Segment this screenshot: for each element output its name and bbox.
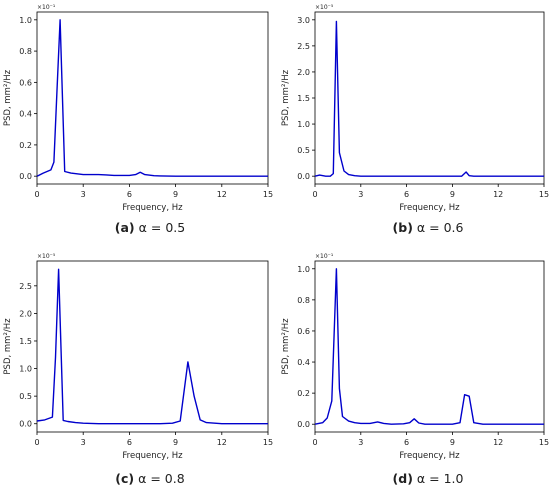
y-tick-label: 1.0	[297, 265, 310, 274]
psd-line	[314, 268, 544, 425]
caption-label: (a)	[115, 220, 135, 235]
x-tick-label: 12	[493, 190, 503, 199]
x-tick-label: 0	[34, 438, 39, 447]
caption-text: α = 0.6	[417, 220, 464, 235]
y-tick-label: 1.5	[297, 94, 310, 103]
y-tick-label: 0.8	[297, 296, 310, 305]
x-tick-label: 9	[173, 190, 178, 199]
x-tick-label: 12	[217, 438, 227, 447]
chart-panel: 0 3 6 9 12 15 0.0 0.2 0.4 0.6 0.8 1.0 ×10⁻¹ Frequency…	[281, 253, 549, 486]
x-tick-label: 3	[358, 438, 363, 447]
plot-frame	[314, 11, 545, 185]
caption-text: α = 1.0	[417, 471, 464, 486]
psd-line	[36, 268, 268, 425]
y-tick-label: 1.0	[19, 365, 32, 374]
x-tick-label: 15	[263, 190, 273, 199]
y-axis-label: PSD, mm²/Hz	[281, 318, 291, 375]
caption-label: (c)	[115, 471, 134, 486]
plot-frame	[314, 260, 545, 433]
panel-caption: (d) α = 1.0	[393, 471, 464, 486]
y-tick-label: 0.6	[297, 327, 310, 336]
x-tick-label: 6	[404, 190, 409, 199]
axis-scale-note: ×10⁻¹	[37, 4, 56, 11]
y-tick-label: 0.2	[297, 389, 310, 398]
x-tick-label: 9	[450, 190, 455, 199]
y-tick-label: 0.0	[297, 172, 310, 181]
y-tick-label: 1.0	[19, 16, 32, 25]
x-tick-label: 9	[173, 438, 178, 447]
psd-line	[36, 19, 268, 177]
y-tick-label: 0.5	[297, 146, 310, 155]
x-tick-label: 15	[539, 438, 549, 447]
y-tick-label: 0.4	[19, 110, 32, 119]
panel-caption: (c) α = 0.8	[115, 471, 184, 486]
plot-frame	[36, 11, 269, 185]
y-tick-label: 3.0	[297, 16, 310, 25]
x-axis-label: Frequency, Hz	[122, 451, 183, 461]
axis-scale-note: ×10⁻⁵	[37, 253, 56, 260]
x-tick-label: 12	[217, 190, 227, 199]
x-tick-label: 9	[450, 438, 455, 447]
x-tick-label: 15	[263, 438, 273, 447]
y-tick-label: 2.0	[297, 68, 310, 77]
x-tick-label: 15	[539, 190, 549, 199]
panel-caption: (b) α = 0.6	[393, 220, 464, 235]
x-tick-label: 6	[127, 190, 132, 199]
y-tick-label: 2.5	[297, 42, 310, 51]
y-tick-label: 2.0	[19, 309, 32, 318]
axis-scale-note: ×10⁻⁵	[315, 4, 334, 11]
y-tick-label: 0.0	[19, 172, 32, 181]
x-axis-label: Frequency, Hz	[399, 203, 460, 213]
panel-caption: (a) α = 0.5	[115, 220, 185, 235]
y-axis-label: PSD, mm²/Hz	[3, 318, 13, 375]
x-axis-label: Frequency, Hz	[399, 451, 460, 461]
caption-label: (b)	[393, 220, 413, 235]
x-tick-label: 0	[34, 190, 39, 199]
caption-label: (d)	[393, 471, 413, 486]
chart-panel: 0 3 6 9 12 15 0.0 0.5 1.0 1.5 2.0 2.5 ×10⁻⁵ Frequency…	[3, 253, 273, 486]
y-tick-label: 0.4	[297, 358, 310, 367]
x-tick-label: 3	[81, 438, 86, 447]
y-tick-label: 1.0	[297, 120, 310, 129]
psd-line	[314, 20, 544, 177]
x-tick-label: 3	[358, 190, 363, 199]
y-axis-label: PSD, mm²/Hz	[281, 69, 291, 126]
y-tick-label: 0.0	[19, 420, 32, 429]
plot-frame	[36, 260, 269, 433]
y-tick-label: 0.2	[19, 141, 32, 150]
y-tick-label: 0.5	[19, 392, 32, 401]
x-tick-label: 6	[127, 438, 132, 447]
x-tick-label: 0	[312, 438, 317, 447]
y-tick-label: 0.8	[19, 47, 32, 56]
y-tick-label: 0.0	[297, 420, 310, 429]
chart-panel: 0 3 6 9 12 15 0.0 0.5 1.0 1.5 2.0 2.5 3.0 ×10⁻⁵ Freque…	[281, 4, 549, 235]
x-axis-label: Frequency, Hz	[122, 203, 183, 213]
caption-text: α = 0.5	[139, 220, 186, 235]
chart-panel: 0 3 6 9 12 15 0.0 0.2 0.4 0.6 0.8 1.0 ×10⁻¹ Frequency…	[3, 4, 273, 235]
x-tick-label: 3	[81, 190, 86, 199]
caption-text: α = 0.8	[138, 471, 185, 486]
y-tick-label: 2.5	[19, 282, 32, 291]
x-tick-label: 12	[493, 438, 503, 447]
x-tick-label: 0	[312, 190, 317, 199]
y-axis-label: PSD, mm²/Hz	[3, 69, 13, 126]
y-tick-label: 0.6	[19, 78, 32, 87]
axis-scale-note: ×10⁻¹	[315, 253, 334, 260]
x-tick-label: 6	[404, 438, 409, 447]
y-tick-label: 1.5	[19, 337, 32, 346]
